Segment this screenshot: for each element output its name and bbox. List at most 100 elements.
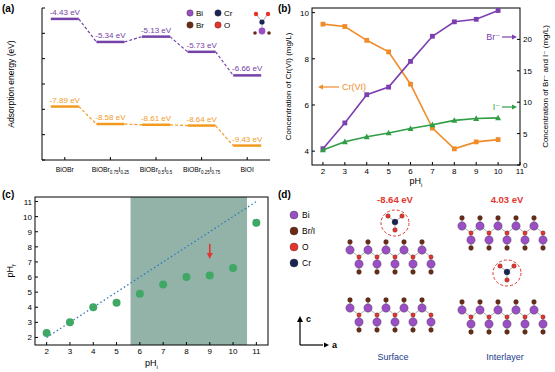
atom [469, 330, 474, 335]
atom [386, 214, 391, 219]
atom [411, 255, 415, 259]
y2-tick-label: 5 [523, 130, 528, 139]
x-tick-label: 4 [365, 167, 370, 176]
energy-level [96, 123, 124, 126]
atom [530, 222, 538, 230]
x-tick-label: BiOI [241, 166, 254, 173]
atom [494, 222, 502, 230]
arrow-head [512, 35, 517, 40]
atom [505, 231, 509, 235]
atom [458, 306, 466, 314]
y-tick [35, 337, 38, 338]
legend-swatch [215, 22, 221, 28]
level-series [51, 107, 261, 146]
y-label-group: pHf [5, 264, 17, 278]
legend-label: O [302, 242, 309, 252]
y-tick [312, 151, 315, 152]
y-tick-label: 4 [28, 303, 33, 312]
point [136, 290, 144, 298]
connector [124, 37, 142, 42]
x-tick [201, 157, 202, 160]
x-tick-label: 3 [68, 347, 73, 356]
connector [79, 19, 97, 42]
atom [541, 315, 545, 319]
marker [342, 139, 348, 145]
view-label: Interlayer [486, 352, 524, 362]
legend-swatch [290, 259, 298, 267]
y-tick [312, 104, 315, 105]
connector [216, 126, 234, 146]
data-label: -4.43 eV [50, 8, 81, 17]
atom [485, 320, 493, 328]
atom [420, 298, 425, 303]
legend-label: Br/I [302, 226, 315, 236]
text-run: BiOBr [140, 166, 159, 173]
annotation-arrow [322, 86, 339, 87]
arrow-head [512, 105, 517, 110]
x-tick-label: 10 [494, 167, 503, 176]
atom [504, 269, 510, 275]
atom [253, 31, 257, 35]
atom [458, 222, 466, 230]
y2-tick [517, 102, 520, 103]
y-tick-label: 8 [28, 243, 33, 252]
atom [429, 255, 433, 259]
x-axis-label: pHi [145, 358, 158, 370]
y-tick [42, 8, 45, 9]
atom [505, 330, 510, 335]
atom [400, 214, 405, 219]
point [159, 281, 167, 289]
highlight-ring [381, 210, 409, 236]
atom [496, 300, 501, 305]
atom [254, 12, 258, 16]
atom [267, 31, 271, 35]
marker [473, 115, 479, 121]
x-tick [498, 162, 499, 165]
y2-tick [517, 133, 520, 134]
atom [505, 246, 510, 251]
x-tick-label: BiOBr [56, 166, 75, 173]
marker [474, 140, 479, 145]
marker [496, 8, 501, 13]
y-tick [35, 322, 38, 323]
legend-swatch [290, 227, 298, 235]
energy-level [142, 35, 170, 38]
marker [364, 134, 370, 140]
atom [418, 304, 426, 312]
point [43, 329, 51, 337]
atom [409, 318, 417, 326]
atom [487, 246, 492, 251]
atom [418, 246, 426, 254]
atom [375, 270, 380, 275]
y-axis-label: Concentration of Cr(VI) (mg/L) [284, 32, 293, 140]
atom [478, 216, 483, 221]
atom [391, 260, 399, 268]
x-tick [233, 342, 234, 345]
atom [512, 264, 517, 269]
atom [348, 240, 353, 245]
atom [503, 236, 511, 244]
panel-b: (b)2345678910114681005101520pHiConcentra… [278, 3, 550, 188]
y-tick-label: 7 [28, 258, 33, 267]
text-run: pH [5, 266, 15, 278]
atom [469, 231, 473, 235]
atom [393, 313, 397, 317]
text-run: pH [410, 176, 422, 186]
panel-label: (d) [278, 189, 291, 200]
x-tick-label: 9 [208, 347, 213, 356]
energy-level [233, 74, 261, 77]
x-tick [139, 342, 140, 345]
atom [266, 12, 270, 16]
axis-letter: c [306, 314, 311, 324]
marker [342, 24, 347, 29]
y-tick [42, 134, 45, 135]
atom [411, 313, 415, 317]
subscript: 0.75 [212, 170, 221, 175]
atom [485, 236, 493, 244]
text-run: BiOI [241, 166, 254, 173]
marker [429, 122, 435, 128]
y-tick [35, 307, 38, 308]
energy-level [51, 18, 79, 21]
atom [514, 216, 519, 221]
atom [364, 246, 372, 254]
